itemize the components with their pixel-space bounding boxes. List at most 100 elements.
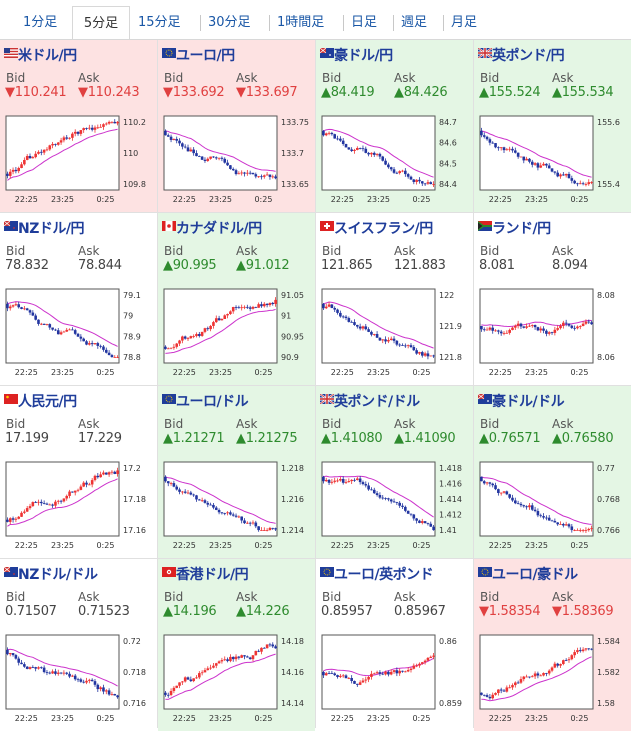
candle-body xyxy=(423,660,427,663)
candle-body xyxy=(246,522,249,524)
bid-label: Bid xyxy=(164,71,184,85)
pair-name[interactable]: ユーロ/円 xyxy=(176,48,235,64)
candle-body xyxy=(257,526,260,531)
rate-card[interactable]: スイスフラン/円 Bid Ask 121.865 121.883 122 121.9 121.… xyxy=(316,213,473,385)
candle-body xyxy=(485,482,489,484)
candle-body xyxy=(48,672,52,674)
pair-name[interactable]: ランド/円 xyxy=(492,221,551,237)
rate-card[interactable]: 人民元/円 Bid Ask 17.199 17.229 17.2 17.18 17.16 22:… xyxy=(0,386,157,558)
eu-flag-icon xyxy=(162,48,176,58)
candle-body xyxy=(375,493,379,496)
pair-name[interactable]: 香港ドル/円 xyxy=(176,567,249,583)
candle-body xyxy=(246,306,249,308)
bid-label: Bid xyxy=(480,244,500,258)
candle-body xyxy=(203,670,207,673)
candle-body xyxy=(567,659,571,661)
pair-name[interactable]: 英ポンド/円 xyxy=(492,48,565,64)
pair-name[interactable]: NZドル/ドル xyxy=(18,567,98,583)
candle-body xyxy=(494,143,497,148)
candle-body xyxy=(516,152,520,157)
candle-body xyxy=(257,650,260,652)
candle-body xyxy=(116,357,119,358)
candle-body xyxy=(556,328,559,330)
eu-flag-icon xyxy=(478,567,492,577)
x-tick-label: 22:25 xyxy=(331,714,354,723)
candle-body xyxy=(107,121,111,124)
candle-body xyxy=(514,682,517,686)
tab-5[interactable]: 日足 xyxy=(351,15,378,30)
x-tick-label: 22:25 xyxy=(331,541,354,550)
candle-body xyxy=(322,672,325,676)
rate-card[interactable]: ユーロ/ドル Bid Ask ▲1.21271 ▲1.21275 1.218 1.216 1.… xyxy=(158,386,315,558)
tab-3[interactable]: 30分足 xyxy=(208,15,251,30)
candle-body xyxy=(243,655,246,657)
rate-card[interactable]: ユーロ/円 Bid Ask ▼133.692 ▼133.697 133.75 133.7 13… xyxy=(158,40,315,212)
candle-body xyxy=(429,182,433,185)
candle-body xyxy=(578,183,582,185)
candle-body xyxy=(268,527,272,531)
pair-name[interactable]: ユーロ/ドル xyxy=(176,394,249,410)
rate-card[interactable]: 豪ドル/ドル Bid Ask ▲0.76571 ▲0.76580 0.77 0.768 0.7… xyxy=(474,386,631,558)
pair-name[interactable]: 米ドル/円 xyxy=(18,48,77,64)
grid-divider xyxy=(0,385,631,386)
candle-body xyxy=(76,679,80,681)
candle-body xyxy=(508,494,511,498)
x-tick-label: 22:25 xyxy=(15,714,38,723)
candle-body xyxy=(488,482,492,484)
candle-body xyxy=(590,528,593,530)
candle-body xyxy=(8,171,12,176)
rate-card[interactable]: ユーロ/豪ドル Bid Ask ▼1.58354 ▼1.58369 1.584 1.582 1… xyxy=(474,559,631,731)
pair-name[interactable]: スイスフラン/円 xyxy=(334,221,433,237)
tab-4[interactable]: 1時間足 xyxy=(277,15,325,30)
rate-card[interactable]: ランド/円 Bid Ask 8.081 8.094 8.08 8.06 22:25 23:25 0… xyxy=(474,213,631,385)
pair-name[interactable]: カナダドル/円 xyxy=(176,221,262,237)
candle-body xyxy=(223,158,227,163)
candle-body xyxy=(65,672,69,674)
rate-card[interactable]: カナダドル/円 Bid Ask ▲90.995 ▲91.012 91.05 91 90.95 9… xyxy=(158,213,315,385)
candle-body xyxy=(175,685,179,688)
ask-label: Ask xyxy=(552,417,574,431)
candle-body xyxy=(17,167,21,172)
candle-body xyxy=(189,679,193,682)
candle-body xyxy=(567,173,571,179)
candle-body xyxy=(79,336,83,339)
candle-body xyxy=(341,478,345,483)
rate-card[interactable]: 香港ドル/円 Bid Ask ▲14.196 ▲14.226 14.18 14.16 14.1… xyxy=(158,559,315,731)
candle-body xyxy=(192,494,195,496)
candle-body xyxy=(93,127,97,130)
tab-2[interactable]: 15分足 xyxy=(138,15,181,30)
pair-name[interactable]: NZドル/円 xyxy=(18,221,84,237)
tab-6[interactable]: 週足 xyxy=(401,15,428,30)
rate-card[interactable]: 英ポンド/ドル Bid Ask ▲1.41080 ▲1.41090 1.418 1.416 1… xyxy=(316,386,473,558)
rate-card[interactable]: 英ポンド/円 Bid Ask ▲155.524 ▲155.534 155.6 155.4 22… xyxy=(474,40,631,212)
tab-7[interactable]: 月足 xyxy=(451,15,478,30)
ask-value: ▼110.243 xyxy=(78,85,140,100)
rate-card[interactable]: NZドル/円 Bid Ask 78.832 78.844 79.1 79 78.9 78.8 22… xyxy=(0,213,157,385)
candle-body xyxy=(381,156,385,161)
tab-1[interactable]: 5分足 xyxy=(72,6,130,41)
pair-name[interactable]: ユーロ/英ポンド xyxy=(334,567,434,583)
pair-name[interactable]: 豪ドル/円 xyxy=(334,48,393,64)
pair-name[interactable]: ユーロ/豪ドル xyxy=(492,567,578,583)
pair-name[interactable]: 英ポンド/ドル xyxy=(334,394,420,410)
candle-body xyxy=(99,687,102,690)
candle-body xyxy=(412,665,416,669)
candle-body xyxy=(341,140,345,145)
rate-card[interactable]: NZドル/ドル Bid Ask 0.71507 0.71523 0.72 0.718 0.71… xyxy=(0,559,157,731)
candle-body xyxy=(271,644,275,647)
grid-divider xyxy=(0,212,631,213)
candle-body xyxy=(415,665,418,667)
candle-body xyxy=(223,513,227,515)
ca-flag-icon xyxy=(162,221,176,231)
tab-0[interactable]: 1分足 xyxy=(23,15,58,30)
candle-body xyxy=(389,167,393,170)
rate-card[interactable]: 豪ドル/円 Bid Ask ▲84.419 ▲84.426 84.7 84.6 84.5 84.… xyxy=(316,40,473,212)
candle-body xyxy=(226,659,229,662)
pair-name[interactable]: 人民元/円 xyxy=(18,394,77,410)
rate-card[interactable]: 米ドル/円 Bid Ask ▼110.241 ▼110.243 110.2 110 109.8… xyxy=(0,40,157,212)
price-chart: 8.08 8.06 22:25 23:25 0:25 xyxy=(479,288,615,377)
pair-name[interactable]: 豪ドル/ドル xyxy=(492,394,565,410)
rate-card[interactable]: ユーロ/英ポンド Bid Ask 0.85957 0.85967 0.86 0.859 22:… xyxy=(316,559,473,731)
candle-body xyxy=(429,523,433,527)
y-tick-label: 1.214 xyxy=(281,526,304,535)
